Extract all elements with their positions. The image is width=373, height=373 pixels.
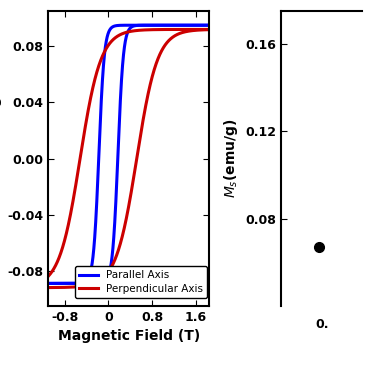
Text: 0.: 0.: [315, 318, 328, 330]
X-axis label: Magnetic Field (T): Magnetic Field (T): [58, 329, 200, 343]
Y-axis label: $M_s$(emu/g): $M_s$(emu/g): [222, 119, 240, 198]
Legend: Parallel Axis, Perpendicular Axis: Parallel Axis, Perpendicular Axis: [75, 266, 207, 298]
Y-axis label: Moments (emu/g): Moments (emu/g): [0, 90, 2, 228]
